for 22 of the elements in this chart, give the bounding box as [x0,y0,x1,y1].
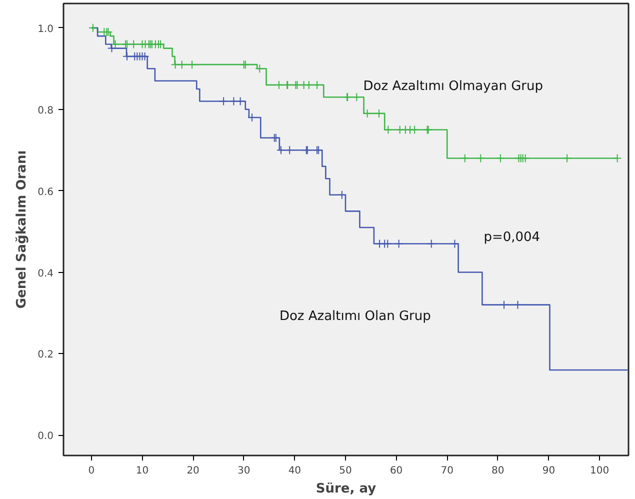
y-tick-label: 0.4 [38,268,54,280]
x-tick-label: 50 [339,466,352,476]
x-tick-label: 100 [590,466,610,476]
y-tick-label: 0.6 [38,186,54,198]
annotation: Doz Azaltımı Olmayan Grup [363,79,544,94]
x-tick-label: 60 [390,466,403,476]
y-tick-label: 1.0 [38,24,54,35]
x-tick-label: 10 [136,466,149,476]
annotation: p=0,004 [484,230,540,246]
y-tick-label: 0.0 [38,431,54,442]
x-tick-label: 30 [238,466,250,476]
annotation: Doz Azaltımı Olan Grup [279,309,431,324]
y-tick-label: 0.2 [38,350,54,361]
x-tick-label: 70 [440,466,454,476]
x-tick-label: 0 [88,466,95,476]
x-tick-label: 40 [288,466,302,476]
x-tick-label: 80 [492,466,504,476]
x-axis-title: Süre, ay [316,482,377,496]
y-tick-label: 0.8 [38,105,54,116]
x-tick-label: 20 [186,466,200,476]
y-axis-title: Genel Sağkalım Oranı [14,150,30,309]
x-tick-label: 90 [542,466,556,476]
